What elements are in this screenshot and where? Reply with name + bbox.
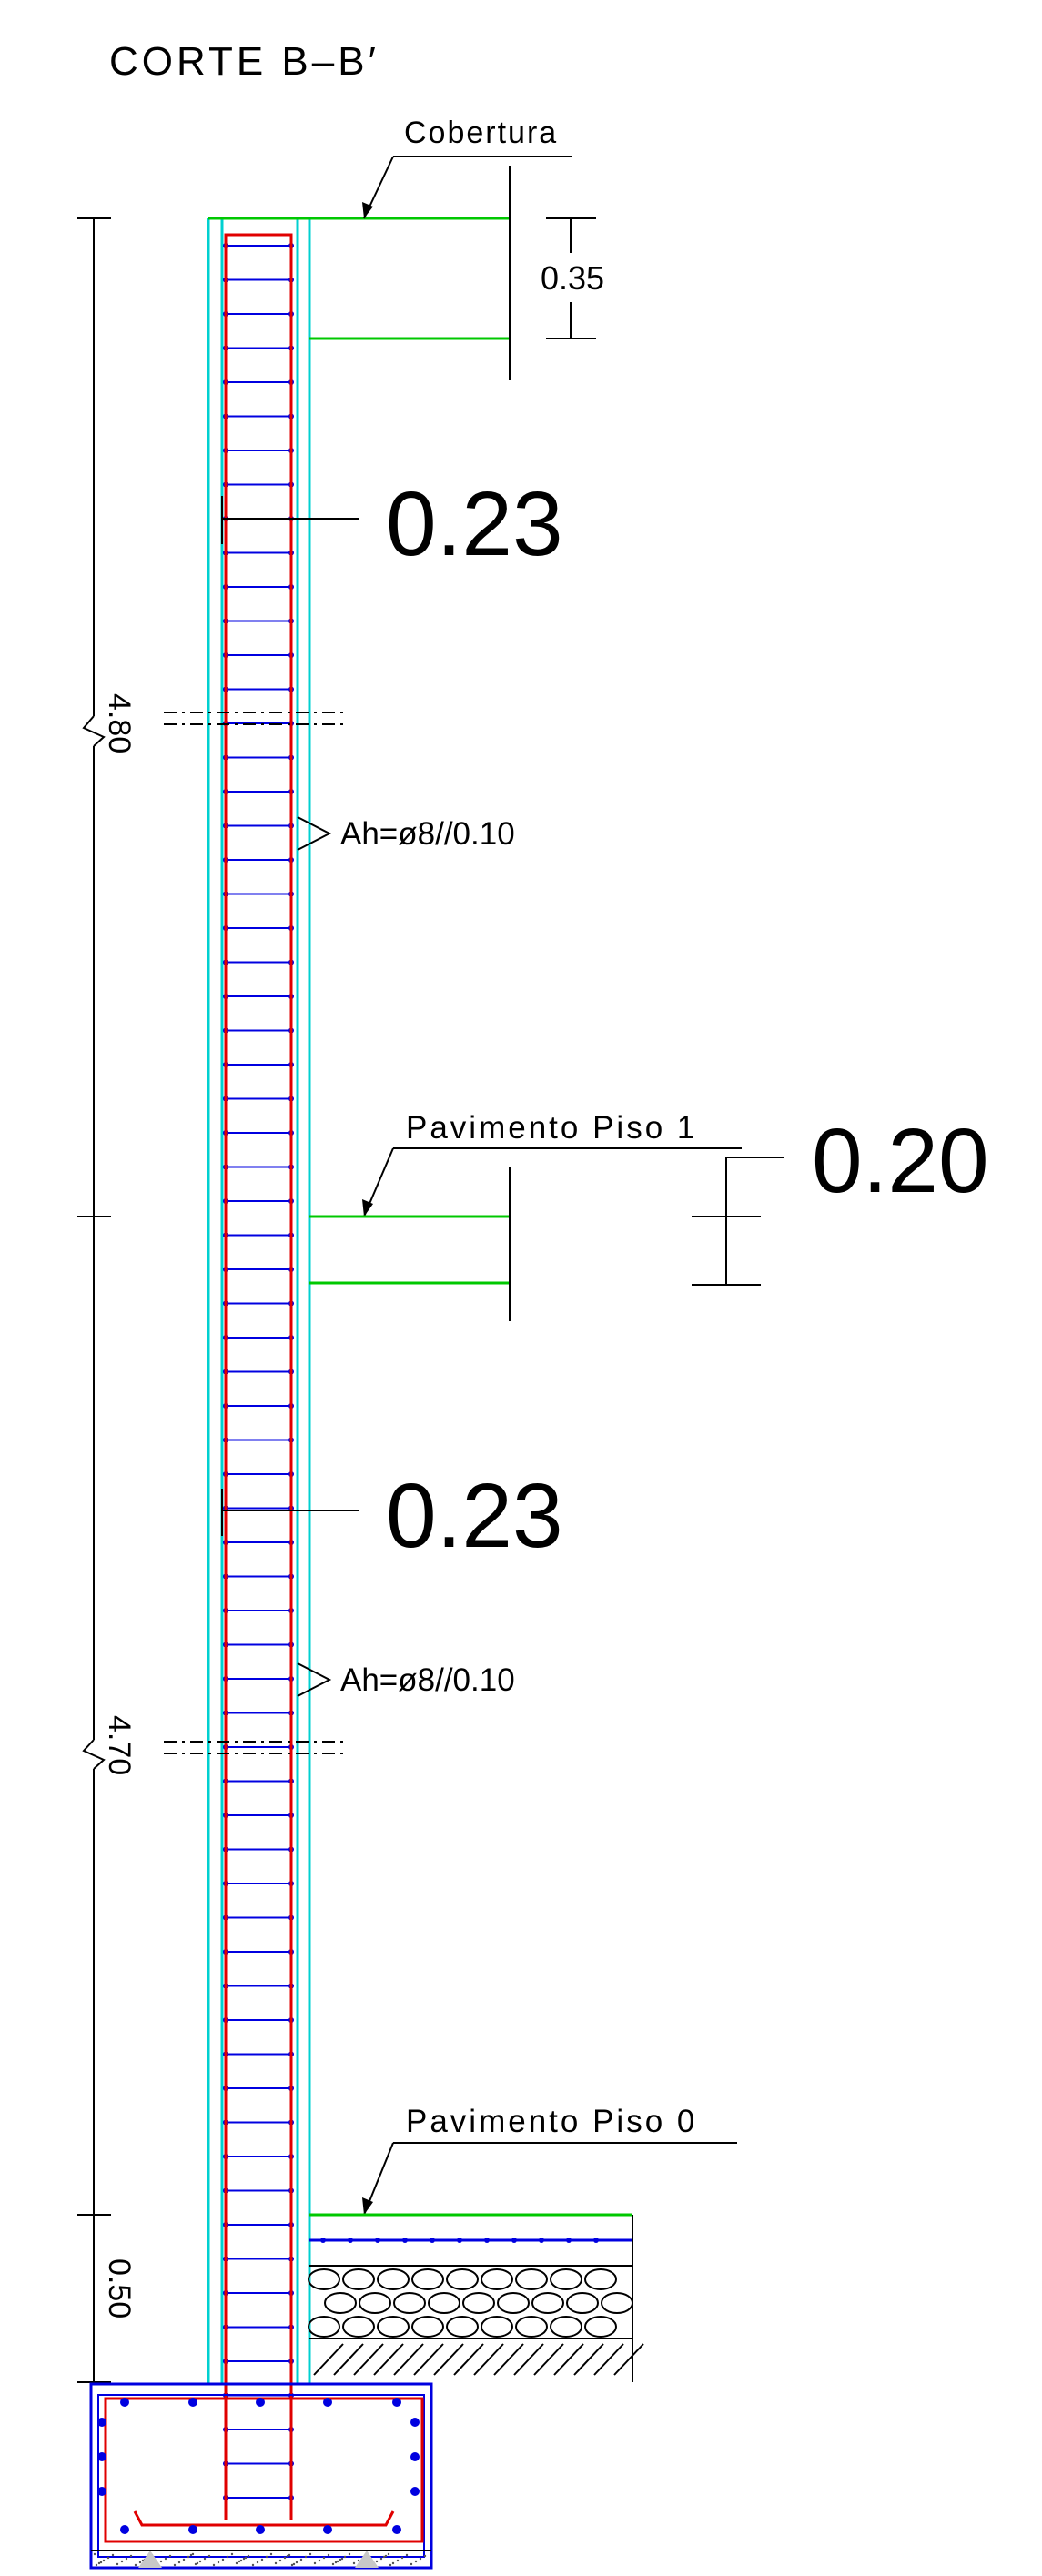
floor1-thickness-label: 0.20	[812, 1110, 989, 1212]
roof-thickness-dimension	[546, 217, 596, 339]
base-height-label: 0.50	[102, 2258, 137, 2318]
floor1-slab	[309, 1215, 510, 1285]
roof-slab	[208, 217, 510, 340]
roof-leader	[362, 156, 572, 219]
break-line-upper	[164, 712, 346, 725]
footing-bars	[97, 2398, 420, 2534]
upper-height-label: 4.80	[102, 693, 137, 753]
wall-outline	[207, 218, 311, 2384]
wall-thickness-leader-lower	[221, 1489, 359, 1536]
ground-slab	[309, 2213, 633, 2382]
stirrups	[223, 243, 294, 2500]
floor1-thickness-dimension	[692, 1157, 784, 1286]
rebar-note-lower-marker	[297, 1662, 332, 1697]
roof-thickness-label: 0.35	[541, 259, 604, 297]
floor1-leader	[362, 1147, 742, 1217]
roof-label: Cobertura	[404, 116, 558, 150]
lower-height-label: 4.70	[102, 1715, 137, 1775]
ground-slab-mesh	[320, 2238, 599, 2243]
floor1-label: Pavimento Piso 1	[406, 1110, 697, 1146]
floor0-label: Pavimento Piso 0	[406, 2104, 697, 2139]
longitudinal-rebar	[224, 233, 293, 2520]
floor0-leader	[362, 2142, 737, 2216]
wall-thickness-upper: 0.23	[386, 473, 563, 575]
break-line-lower	[164, 1741, 346, 1754]
wall-thickness-leader-upper	[221, 496, 359, 544]
compacted-soil	[313, 2343, 644, 2376]
vertical-dimension-chain	[77, 217, 111, 2384]
footing	[89, 2382, 433, 2570]
gravel-fill	[308, 2268, 633, 2338]
section-title: CORTE B–B′	[109, 39, 379, 84]
rebar-note-lower: Ah=ø8//0.10	[340, 1662, 515, 1698]
rebar-note-upper: Ah=ø8//0.10	[340, 816, 515, 852]
wall-thickness-lower: 0.23	[386, 1465, 563, 1567]
rebar-note-upper-marker	[297, 816, 332, 851]
